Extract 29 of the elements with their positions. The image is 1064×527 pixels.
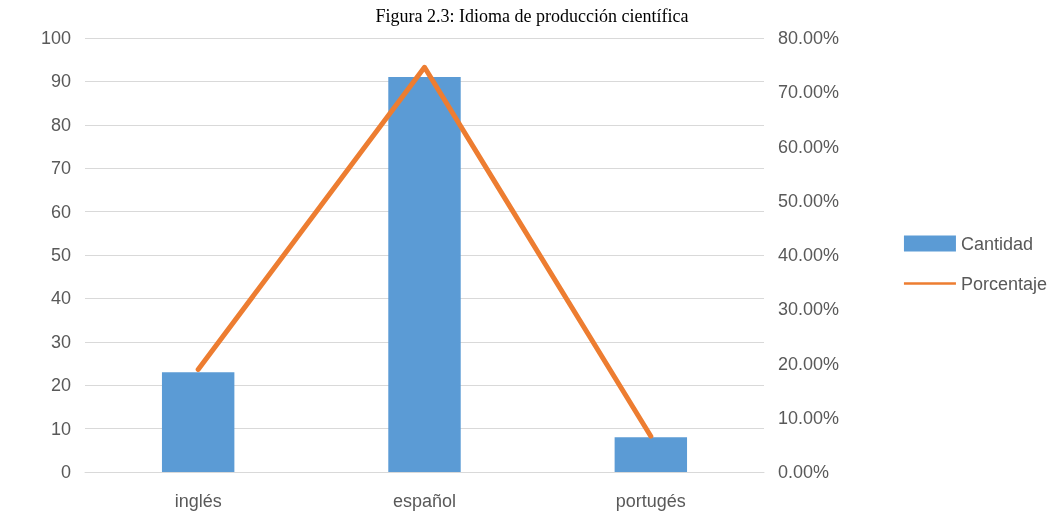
bar [614,437,688,472]
y-tick-label: 90 [50,71,71,92]
x-tick-label: inglés [174,491,222,511]
chart-title: Figura 2.3: Idioma de producción científica [375,6,689,26]
y-tick-label: 50 [50,245,71,265]
y-tick-label: 60 [50,201,71,222]
legend-label: Porcentaje [960,273,1048,294]
x-tick-label: español [392,491,457,511]
y-tick-label: 10 [50,418,71,439]
y-tick-label: 70 [50,158,71,179]
y-tick-label: 30 [50,331,71,352]
bar [161,372,235,472]
y-tick-label: 0 [60,462,71,482]
y2-tick-label: 10.00% [778,407,840,428]
y-tick-label: 40 [50,288,71,309]
y2-tick-label: 30.00% [778,299,840,320]
x-tick-label: portugés [615,491,686,511]
legend-label: Cantidad [960,233,1034,254]
y-tick-label: 80 [50,114,71,135]
bar [388,77,461,472]
y2-tick-label: 80.00% [778,28,840,48]
y2-tick-label: 70.00% [778,82,840,103]
y-tick-label: 100 [40,28,71,48]
y2-tick-label: 0.00% [778,462,830,482]
y2-tick-label: 40.00% [778,245,840,265]
y-tick-label: 20 [50,375,71,396]
y2-tick-label: 20.00% [778,353,840,374]
y2-tick-label: 50.00% [778,190,840,211]
y2-tick-label: 60.00% [778,136,840,157]
